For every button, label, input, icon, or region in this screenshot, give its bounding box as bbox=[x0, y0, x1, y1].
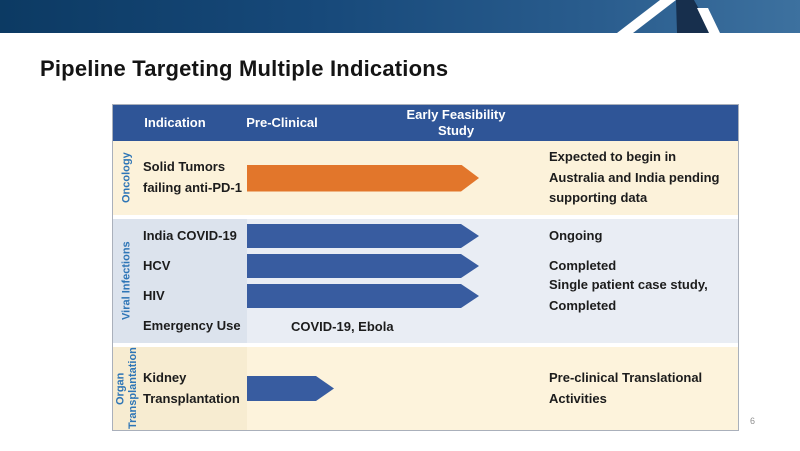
pipeline-row: HIV Single patient case study, Completed bbox=[141, 277, 738, 313]
indication-label: Solid Tumors failing anti-PD-1 bbox=[143, 159, 242, 195]
indication-label: HIV bbox=[143, 287, 165, 303]
column-header-pre-clinical: Pre-Clinical bbox=[246, 114, 318, 130]
indication-label: India COVID-19 bbox=[143, 227, 237, 243]
pipeline-row: India COVID-19 Ongoing bbox=[141, 221, 738, 251]
status-note: Completed bbox=[549, 257, 617, 273]
indication-label: Emergency Use bbox=[143, 317, 241, 333]
indication-label: HCV bbox=[143, 257, 171, 273]
blue-progress-arrow-icon bbox=[247, 254, 479, 278]
stage-cell bbox=[247, 224, 549, 248]
section-label: Viral Infections bbox=[120, 241, 133, 321]
indication-label: Kidney Transplantation bbox=[143, 369, 240, 406]
stage-cell: COVID-19, Ebola bbox=[247, 319, 549, 334]
section-label: Oncology bbox=[120, 152, 133, 204]
pipeline-row: Kidney Transplantation Pre-clinical Trans… bbox=[141, 348, 738, 430]
pipeline-table: Indication Pre-Clinical Early Feasibilit… bbox=[112, 104, 739, 431]
section-label: Organ Transplantation bbox=[114, 347, 139, 430]
section-organ: Organ Transplantation Kidney Transplantat… bbox=[113, 347, 738, 430]
table-header-row: Indication Pre-Clinical Early Feasibilit… bbox=[113, 105, 738, 141]
orange-progress-arrow-icon bbox=[247, 165, 479, 192]
slide-title: Pipeline Targeting Multiple Indications bbox=[40, 56, 449, 81]
blue-progress-arrow-icon bbox=[247, 224, 479, 248]
section-oncology: Oncology Solid Tumors failing anti-PD-1 Ex… bbox=[113, 141, 738, 215]
stage-cell bbox=[247, 284, 549, 308]
status-note: Pre-clinical Translational Activities bbox=[549, 369, 703, 406]
pipeline-row: Emergency Use COVID-19, Ebola bbox=[141, 311, 738, 341]
company-mountain-logo-icon bbox=[617, 0, 720, 33]
column-header-indication: Indication bbox=[144, 114, 206, 130]
pipeline-table-sections: Oncology Solid Tumors failing anti-PD-1 Ex… bbox=[113, 141, 738, 430]
status-note: Single patient case study, Completed bbox=[549, 277, 708, 313]
status-note: Ongoing bbox=[549, 227, 603, 243]
section-viral: Viral Infections India COVID-19 Ongoing HCV… bbox=[113, 219, 738, 343]
column-header-early-feasibility: Early Feasibility Study bbox=[406, 106, 506, 138]
blue-progress-arrow-icon bbox=[247, 376, 334, 401]
page-number: 6 bbox=[750, 416, 756, 426]
stage-cell bbox=[247, 376, 549, 401]
top-banner-bar bbox=[0, 0, 800, 33]
status-note: Expected to begin in Australia and India… bbox=[549, 148, 720, 206]
pipeline-row: Solid Tumors failing anti-PD-1 Expected t… bbox=[141, 141, 738, 215]
stage-cell bbox=[247, 254, 549, 278]
blue-progress-arrow-icon bbox=[247, 284, 479, 308]
stage-text: COVID-19, Ebola bbox=[291, 318, 394, 334]
pipeline-row: HCV Completed bbox=[141, 251, 738, 281]
stage-cell bbox=[247, 165, 549, 192]
